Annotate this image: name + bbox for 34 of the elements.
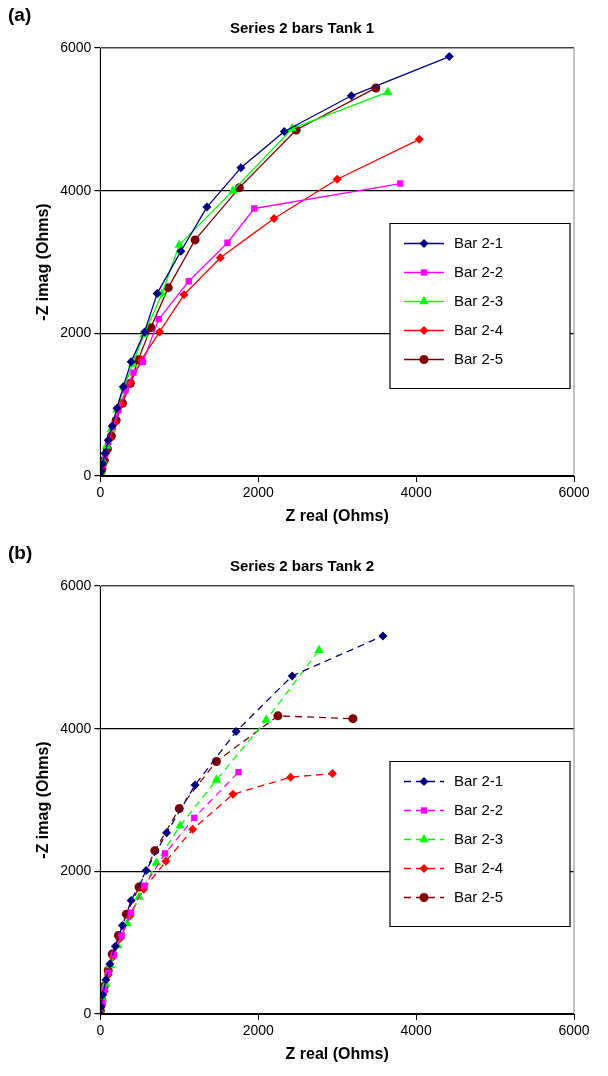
y-tick-label: 0 <box>83 466 92 483</box>
legend-label: Bar 2-1 <box>454 233 504 251</box>
y-tick-label: 2000 <box>60 862 92 879</box>
x-tick-label: 0 <box>96 1022 105 1039</box>
x-tick-label: 4000 <box>400 484 432 501</box>
chart-title: Series 2 bars Tank 1 <box>230 19 374 37</box>
y-tick-label: 4000 <box>60 719 92 736</box>
y-tick-label: 2000 <box>60 324 92 341</box>
legend-label: Bar 2-5 <box>454 887 504 905</box>
x-axis-title: Z real (Ohms) <box>285 506 389 524</box>
x-tick-label: 2000 <box>242 484 275 501</box>
y-tick-label: 4000 <box>60 181 92 198</box>
x-tick-label: 4000 <box>400 1022 432 1039</box>
x-tick-label: 6000 <box>558 484 590 501</box>
x-tick-label: 2000 <box>242 1022 275 1039</box>
x-axis-title: Z real (Ohms) <box>285 1044 389 1062</box>
legend-label: Bar 2-5 <box>454 349 504 367</box>
legend-label: Bar 2-1 <box>454 771 504 789</box>
legend-label: Bar 2-3 <box>454 291 504 309</box>
legend-label: Bar 2-2 <box>454 262 504 280</box>
y-tick-label: 0 <box>83 1004 92 1021</box>
legend-label: Bar 2-4 <box>454 320 504 338</box>
y-axis-title: -Z imag (Ohms) <box>34 741 52 859</box>
x-tick-label: 6000 <box>558 1022 590 1039</box>
legend-label: Bar 2-4 <box>454 858 504 876</box>
chart-title: Series 2 bars Tank 2 <box>230 557 374 575</box>
legend-label: Bar 2-2 <box>454 800 504 818</box>
y-axis-title: -Z imag (Ohms) <box>34 203 52 321</box>
legend-label: Bar 2-3 <box>454 829 504 847</box>
x-tick-label: 0 <box>96 484 105 501</box>
y-tick-label: 6000 <box>60 38 92 55</box>
text: (b) <box>8 542 33 564</box>
text: (a) <box>8 4 32 26</box>
y-tick-label: 6000 <box>60 576 92 593</box>
